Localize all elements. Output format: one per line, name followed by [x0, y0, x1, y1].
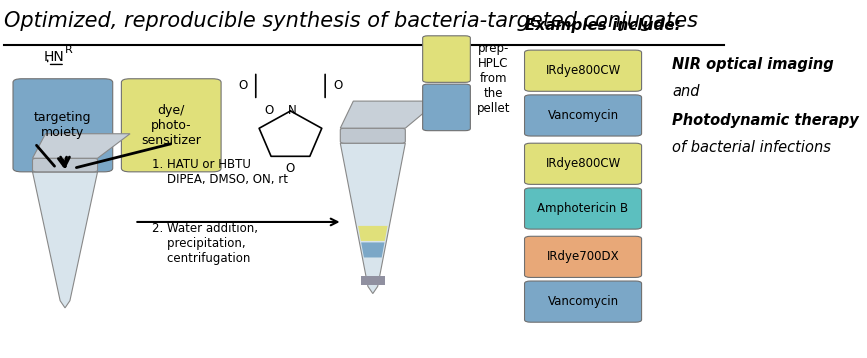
Text: Examples include:: Examples include:	[525, 18, 681, 33]
Text: 1. HATU or HBTU
    DIPEA, DMSO, ON, rt: 1. HATU or HBTU DIPEA, DMSO, ON, rt	[152, 158, 288, 185]
Polygon shape	[33, 172, 97, 308]
Polygon shape	[362, 242, 384, 257]
FancyBboxPatch shape	[525, 50, 642, 91]
Text: Vancomycin: Vancomycin	[547, 109, 619, 122]
FancyBboxPatch shape	[33, 158, 97, 172]
Text: IRdye700DX: IRdye700DX	[547, 250, 619, 263]
Text: Vancomycin: Vancomycin	[547, 295, 619, 308]
FancyBboxPatch shape	[340, 128, 406, 143]
Text: and: and	[672, 84, 700, 99]
Text: R: R	[65, 45, 73, 55]
Polygon shape	[358, 226, 388, 241]
Text: O: O	[334, 79, 342, 92]
Text: of bacterial infections: of bacterial infections	[672, 140, 831, 155]
FancyBboxPatch shape	[423, 36, 470, 82]
Text: Amphotericin B: Amphotericin B	[538, 202, 629, 215]
FancyBboxPatch shape	[13, 79, 113, 172]
Polygon shape	[340, 143, 406, 294]
FancyBboxPatch shape	[525, 95, 642, 136]
Text: HN: HN	[43, 50, 64, 64]
Text: targeting
moiety: targeting moiety	[34, 111, 92, 139]
Text: prep-
HPLC
from
the
pellet: prep- HPLC from the pellet	[477, 42, 511, 115]
FancyBboxPatch shape	[525, 143, 642, 184]
Polygon shape	[33, 134, 130, 158]
Text: IRdye800CW: IRdye800CW	[545, 64, 621, 77]
Text: N: N	[288, 105, 297, 117]
FancyBboxPatch shape	[121, 79, 221, 172]
Text: O: O	[238, 79, 247, 92]
Text: IRdye800CW: IRdye800CW	[545, 157, 621, 170]
Text: 2. Water addition,
    precipitation,
    centrifugation: 2. Water addition, precipitation, centri…	[152, 222, 257, 265]
FancyBboxPatch shape	[525, 281, 642, 322]
Text: O: O	[264, 105, 273, 117]
FancyBboxPatch shape	[525, 188, 642, 229]
Text: dye/
photo-
sensitizer: dye/ photo- sensitizer	[141, 104, 201, 147]
Text: Optimized, reproducible synthesis of bacteria-targeted conjugates: Optimized, reproducible synthesis of bac…	[4, 11, 698, 31]
Polygon shape	[361, 276, 385, 285]
Text: Photodynamic therapy: Photodynamic therapy	[672, 113, 858, 128]
Polygon shape	[340, 101, 438, 128]
Text: NIR optical imaging: NIR optical imaging	[672, 57, 834, 72]
FancyBboxPatch shape	[525, 236, 642, 277]
Text: O: O	[286, 162, 295, 175]
FancyBboxPatch shape	[423, 84, 470, 131]
